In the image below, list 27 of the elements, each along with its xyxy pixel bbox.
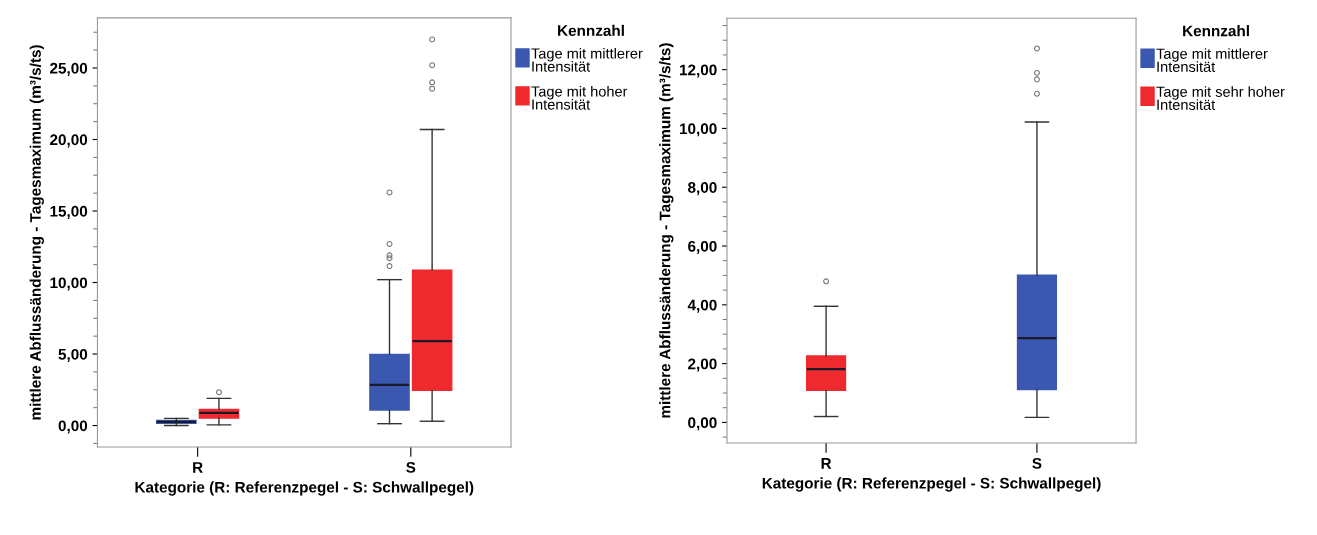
y-tick-label: 10,00	[50, 277, 88, 291]
y-tick-label: 12,00	[680, 64, 717, 78]
y-axis-title: mittlere Abflussänderung - Tagesmaximum (m³/s/ts)	[29, 45, 44, 420]
y-tick-label: 25,00	[50, 62, 88, 76]
x-tick-label: S	[406, 461, 416, 473]
legend-title: Kennzahl	[558, 24, 624, 37]
x-tick-label: R	[821, 458, 832, 469]
y-tick-label: 2,00	[688, 358, 717, 372]
x-axis-title: Kategorie (R: Referenzpegel - S: Schwallpegel)	[762, 477, 1101, 492]
legend-title: Kennzahl	[1183, 25, 1249, 37]
legend-label: Tage mit sehr hoher Intensität	[1156, 86, 1285, 110]
y-tick-label: 0,00	[58, 420, 88, 434]
legend-label: Tage mit hoher Intensität	[531, 85, 628, 110]
y-tick-label: 5,00	[58, 348, 88, 362]
y-tick-label: 8,00	[688, 182, 717, 196]
legend-label: Tage mit mittlerer Intensität	[531, 47, 643, 72]
legend-label: Tage mit mittlerer Intensität	[1156, 48, 1268, 72]
y-tick-label: 10,00	[680, 123, 717, 137]
y-axis-title: mittlere Abflussänderung - Tagesmaximum (m³/s/ts)	[659, 43, 674, 418]
y-tick-label: 0,00	[688, 417, 717, 431]
y-tick-label: 15,00	[50, 205, 88, 219]
y-tick-label: 20,00	[50, 134, 88, 148]
x-tick-label: S	[1032, 457, 1042, 469]
x-tick-label: R	[193, 462, 203, 473]
y-tick-label: 6,00	[688, 240, 717, 254]
x-axis-title: Kategorie (R: Referenzpegel - S: Schwallpegel)	[135, 481, 474, 496]
y-tick-label: 4,00	[687, 299, 717, 313]
